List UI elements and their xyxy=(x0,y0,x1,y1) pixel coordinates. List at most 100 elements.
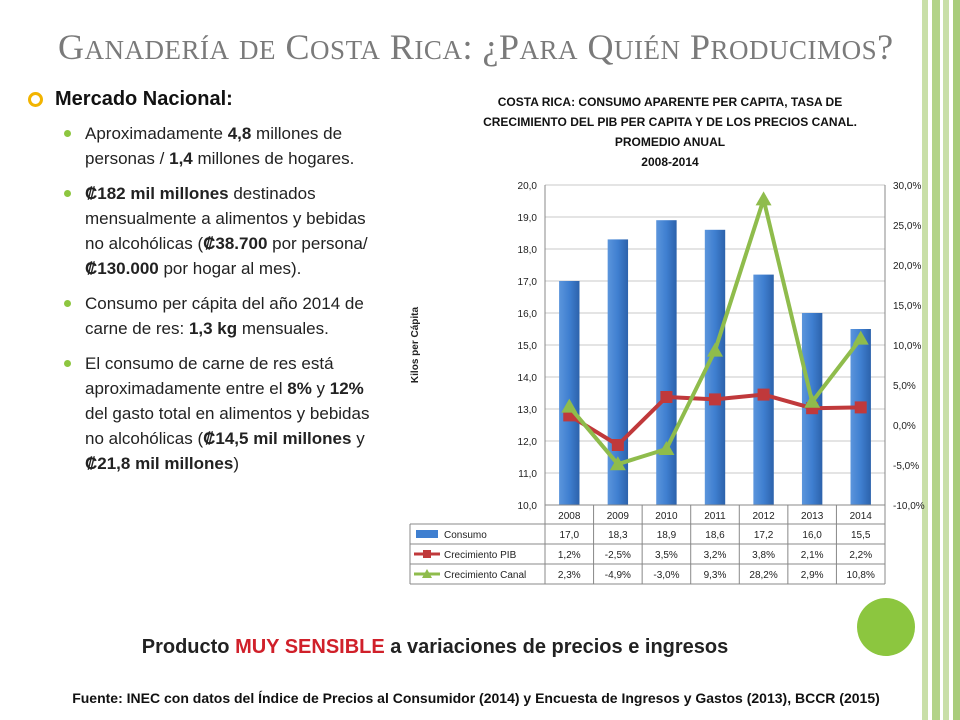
chart-title-line-2: CRECIMIENTO DEL PIB PER CAPITA Y DE LOS … xyxy=(483,115,857,129)
combo-chart: 10,0 11,0 12,0 13,0 14,0 15,0 16,0 17,0 18,0 19,0… xyxy=(409,181,925,585)
x-category-label: 2011 xyxy=(704,511,726,522)
chart-title-line-1: COSTA RICA: CONSUMO APARENTE PER CAPITA,… xyxy=(497,95,843,109)
bullet-dot-icon xyxy=(64,360,71,367)
y-tick-label: 18,0 xyxy=(518,245,538,256)
y2-tick-label: -10,0% xyxy=(893,501,925,512)
y-tick-label: 11,0 xyxy=(518,469,537,480)
point-crecimiento-canal xyxy=(852,330,869,345)
slide-title: GANADERÍA DE COSTA RICA: ¿PARA QUIÉN PRO… xyxy=(58,26,928,68)
y-tick-label: 20,0 xyxy=(518,181,538,192)
table-value: -3,0% xyxy=(653,570,679,581)
y2-tick-label: 0,0% xyxy=(893,421,916,432)
y2-tick-label: 20,0% xyxy=(893,261,921,272)
y2-tick-label: 5,0% xyxy=(893,381,916,392)
y-tick-label: 15,0 xyxy=(518,341,538,352)
highlight-emphasis: MUY SENSIBLE xyxy=(235,636,385,658)
sub-bullet: Aproximadamente 4,8 millones de personas… xyxy=(64,121,380,171)
point-crecimiento-pib xyxy=(709,393,721,406)
point-crecimiento-pib xyxy=(660,391,673,403)
sub-bullet: Consumo per cápita del año 2014 de carne… xyxy=(64,291,380,341)
y-tick-label: 14,0 xyxy=(518,373,538,384)
x-category-label: 2009 xyxy=(607,511,630,522)
y-tick-label: 12,0 xyxy=(518,437,538,448)
highlight-pre: Producto xyxy=(141,636,236,658)
highlight-statement: Producto MUY SENSIBLE a variaciones de p… xyxy=(0,636,870,659)
legend-entry: Consumo xyxy=(444,530,487,541)
highlight-post: a variaciones de precios e ingresos xyxy=(384,636,729,658)
bullet-dot-icon xyxy=(64,130,71,137)
table-value: 17,0 xyxy=(560,530,580,541)
table-value: 17,2 xyxy=(754,530,774,541)
title-word: ¿PARA xyxy=(482,27,578,67)
point-crecimiento-canal xyxy=(707,342,723,357)
bullet-dot-icon xyxy=(64,300,71,307)
y2-tick-label: 10,0% xyxy=(893,341,921,352)
table-value: 28,2% xyxy=(749,570,777,581)
legend-key-consumo xyxy=(416,530,438,538)
table-value: 18,9 xyxy=(657,530,677,541)
table-value: 18,6 xyxy=(705,530,725,541)
x-category-label: 2010 xyxy=(655,511,678,522)
table-value: 3,2% xyxy=(704,550,727,561)
bar-consumo xyxy=(559,281,580,505)
table-value: -2,5% xyxy=(605,550,631,561)
point-crecimiento-canal xyxy=(755,191,772,206)
x-category-label: 2008 xyxy=(558,511,581,522)
table-value: 18,3 xyxy=(608,530,628,541)
legend-entry: Crecimiento Canal xyxy=(444,570,526,581)
table-value: 3,8% xyxy=(752,550,775,561)
sub-bullet-text: El consumo de carne de res está aproxima… xyxy=(85,354,370,473)
point-crecimiento-pib xyxy=(757,388,770,401)
x-category-label: 2014 xyxy=(850,511,873,522)
legend-key-marker xyxy=(422,569,432,578)
chart-title: COSTA RICA: CONSUMO APARENTE PER CAPITA,… xyxy=(430,92,910,172)
y2-tick-label: 30,0% xyxy=(893,181,921,192)
table-value: 2,9% xyxy=(801,570,824,581)
y-tick-label: 10,0 xyxy=(518,501,538,512)
bullet-dot-icon xyxy=(64,190,71,197)
x-category-label: 2013 xyxy=(801,511,824,522)
chart-title-line-3: PROMEDIO ANUAL xyxy=(614,135,726,149)
table-value: 2,1% xyxy=(801,550,824,561)
y2-tick-label: 15,0% xyxy=(893,301,921,312)
table-value: 16,0 xyxy=(802,530,822,541)
y-tick-label: 13,0 xyxy=(518,405,538,416)
decorative-green-circle xyxy=(857,598,915,656)
title-word: QUIÉN xyxy=(587,27,681,67)
chart-title-line-4: 2008-2014 xyxy=(641,155,699,169)
table-value: -4,9% xyxy=(605,570,631,581)
legend-entry: Crecimiento PIB xyxy=(444,550,517,561)
title-word: PRODUCIMOS? xyxy=(689,27,894,67)
title-word: GANADERÍA xyxy=(58,27,230,67)
bullet-ring-icon xyxy=(28,92,43,107)
table-value: 1,2% xyxy=(558,550,581,561)
point-crecimiento-pib xyxy=(854,401,867,414)
section-heading: Mercado Nacional: xyxy=(28,88,380,111)
sub-bullet-text: ₡182 mil millones destinados mensualment… xyxy=(85,184,368,278)
table-value: 15,5 xyxy=(851,530,871,541)
section-heading-text: Mercado Nacional: xyxy=(55,88,233,110)
sub-bullet-text: Consumo per cápita del año 2014 de carne… xyxy=(85,294,364,338)
title-word: COSTA xyxy=(285,27,381,67)
table-value: 3,5% xyxy=(655,550,678,561)
point-crecimiento-canal xyxy=(804,393,821,408)
sub-bullet: El consumo de carne de res está aproxima… xyxy=(64,351,380,476)
bullet-list: Mercado Nacional: Aproximadamente 4,8 mi… xyxy=(28,88,380,486)
title-word: RICA: xyxy=(389,27,473,67)
y-tick-label: 19,0 xyxy=(518,213,538,224)
point-crecimiento-canal xyxy=(561,398,578,413)
bar-consumo xyxy=(704,229,726,506)
table-value: 2,2% xyxy=(849,550,872,561)
y2-tick-label: 25,0% xyxy=(893,221,921,232)
legend-key-marker xyxy=(423,550,431,558)
point-crecimiento-canal xyxy=(609,456,626,471)
table-value: 2,3% xyxy=(558,570,581,581)
bar-consumo xyxy=(656,220,677,505)
y-tick-label: 17,0 xyxy=(518,277,538,288)
sub-bullet-text: Aproximadamente 4,8 millones de personas… xyxy=(85,124,355,168)
y-axis-label: Kilos per Cápita xyxy=(410,307,421,384)
table-value: 10,8% xyxy=(847,570,875,581)
decorative-side-stripes xyxy=(922,0,960,720)
bar-consumo xyxy=(850,329,871,505)
source-note: Fuente: INEC con datos del Índice de Pre… xyxy=(72,690,880,706)
